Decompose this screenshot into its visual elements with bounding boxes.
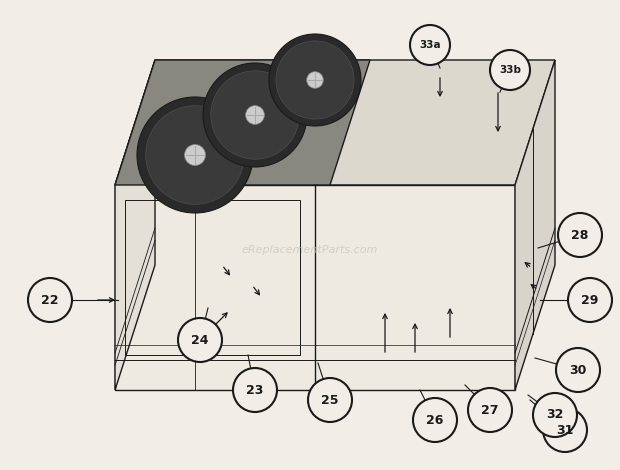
- Circle shape: [410, 25, 450, 65]
- Polygon shape: [515, 60, 555, 390]
- Circle shape: [558, 213, 602, 257]
- Circle shape: [137, 97, 253, 213]
- Text: 27: 27: [481, 404, 498, 416]
- Circle shape: [269, 34, 361, 126]
- Text: 29: 29: [582, 293, 599, 306]
- Polygon shape: [115, 60, 155, 390]
- Circle shape: [533, 393, 577, 437]
- Circle shape: [185, 145, 205, 165]
- Text: eReplacementParts.com: eReplacementParts.com: [242, 245, 378, 255]
- Text: 30: 30: [569, 363, 587, 376]
- Circle shape: [490, 50, 530, 90]
- Circle shape: [468, 388, 512, 432]
- Polygon shape: [115, 60, 370, 185]
- Circle shape: [233, 368, 277, 412]
- Circle shape: [146, 106, 244, 204]
- Text: 33b: 33b: [499, 65, 521, 75]
- Circle shape: [178, 318, 222, 362]
- Circle shape: [203, 63, 307, 167]
- Text: 23: 23: [246, 384, 264, 397]
- Circle shape: [568, 278, 612, 322]
- Text: 22: 22: [42, 293, 59, 306]
- Circle shape: [211, 71, 299, 159]
- Text: 31: 31: [556, 423, 574, 437]
- Text: 32: 32: [546, 408, 564, 422]
- Text: 24: 24: [191, 334, 209, 346]
- Circle shape: [543, 408, 587, 452]
- Circle shape: [276, 41, 354, 119]
- Polygon shape: [115, 185, 515, 390]
- Text: 25: 25: [321, 393, 339, 407]
- Circle shape: [28, 278, 72, 322]
- Text: 28: 28: [571, 228, 588, 242]
- Circle shape: [246, 106, 264, 125]
- Text: 26: 26: [427, 414, 444, 426]
- Polygon shape: [115, 60, 555, 185]
- Text: 33a: 33a: [419, 40, 441, 50]
- Circle shape: [308, 378, 352, 422]
- Circle shape: [556, 348, 600, 392]
- Circle shape: [413, 398, 457, 442]
- Circle shape: [307, 72, 323, 88]
